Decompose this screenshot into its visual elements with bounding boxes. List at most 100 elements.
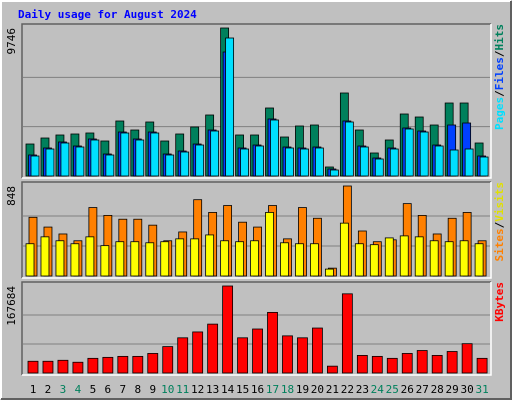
x-tick-label: 25 <box>386 383 399 396</box>
bar <box>474 243 484 277</box>
bar <box>434 145 444 177</box>
x-tick-label: 29 <box>446 383 459 396</box>
plot-frame-light <box>22 182 492 279</box>
bar <box>399 235 409 277</box>
bar <box>162 346 174 374</box>
bar <box>132 355 144 374</box>
bar <box>449 149 459 177</box>
bar <box>75 146 85 177</box>
x-tick-label: 9 <box>149 383 156 396</box>
x-tick-label: 7 <box>120 383 127 396</box>
x-tick-label: 1 <box>30 383 37 396</box>
bar <box>235 241 244 277</box>
bar <box>464 148 474 177</box>
bar <box>459 240 469 277</box>
bar <box>300 148 309 177</box>
bar <box>27 360 39 374</box>
bar <box>252 328 263 374</box>
bar <box>267 311 278 374</box>
bar <box>205 234 215 277</box>
bar <box>371 355 383 374</box>
x-tick-label: 2 <box>45 383 52 396</box>
bar <box>374 158 384 177</box>
y-tick-label: 848 <box>5 186 18 206</box>
x-tick-label: 20 <box>311 383 324 396</box>
bar <box>85 236 95 277</box>
bar <box>180 151 190 177</box>
bar <box>414 236 424 277</box>
x-tick-label: 4 <box>75 383 82 396</box>
legend-entry: Files <box>493 57 506 90</box>
bar <box>389 148 399 177</box>
bar <box>25 243 35 277</box>
bar <box>431 355 443 374</box>
bar <box>404 128 414 177</box>
x-tick-label: 17 <box>266 383 279 396</box>
bar <box>476 357 488 374</box>
bar <box>280 242 289 277</box>
bar <box>105 154 115 177</box>
x-tick-label: 23 <box>356 383 369 396</box>
bar <box>285 147 294 177</box>
bar <box>72 361 84 374</box>
bar <box>120 132 130 177</box>
x-tick-label: 19 <box>296 383 309 396</box>
legend-entry: Pages <box>493 97 506 130</box>
x-tick-label: 14 <box>221 383 235 396</box>
bar <box>310 243 319 277</box>
bar <box>341 293 353 374</box>
x-tick-label: 8 <box>134 383 141 396</box>
bar <box>339 222 349 277</box>
x-tick-label: 10 <box>161 383 174 396</box>
bar <box>312 327 323 374</box>
bar <box>115 241 125 277</box>
plot-frame-dark <box>21 281 491 375</box>
x-tick-label: 26 <box>401 383 414 396</box>
bar <box>55 240 65 277</box>
bar <box>250 240 259 277</box>
x-tick-label: 13 <box>206 383 219 396</box>
bar <box>60 142 70 177</box>
bar <box>329 169 339 177</box>
x-tick-label: 3 <box>60 383 67 396</box>
bar <box>344 121 354 177</box>
bar <box>255 145 264 177</box>
x-tick-label: 11 <box>176 383 189 396</box>
x-tick-label: 22 <box>341 383 354 396</box>
bar <box>461 343 473 374</box>
bar <box>419 131 429 177</box>
bar <box>30 155 40 177</box>
plot-frame-dark <box>21 23 491 178</box>
bar <box>354 243 364 277</box>
bar <box>177 337 189 374</box>
bar <box>42 360 54 374</box>
x-tick-label: 30 <box>461 383 474 396</box>
bar <box>222 285 234 374</box>
legend-separator: / <box>493 221 506 228</box>
bar <box>192 331 204 374</box>
bar <box>207 323 219 374</box>
bar <box>225 37 235 177</box>
legend: Pages/Files/Hits <box>493 24 506 130</box>
bar <box>147 353 159 374</box>
bar <box>326 365 338 374</box>
legend-entry: Visits <box>493 182 506 222</box>
bar <box>70 243 80 277</box>
bar <box>237 337 248 374</box>
bar <box>297 337 308 374</box>
legend: KBytes <box>493 282 506 322</box>
bar <box>401 353 413 374</box>
bar <box>165 154 175 177</box>
bar <box>150 132 160 177</box>
x-tick-label: 12 <box>191 383 204 396</box>
bar <box>117 355 129 374</box>
bar <box>386 357 398 374</box>
legend-entry: Hits <box>493 24 506 51</box>
bar <box>175 238 185 277</box>
bar <box>359 146 369 177</box>
bar <box>220 240 230 277</box>
bar <box>479 156 489 177</box>
bar <box>429 240 439 277</box>
